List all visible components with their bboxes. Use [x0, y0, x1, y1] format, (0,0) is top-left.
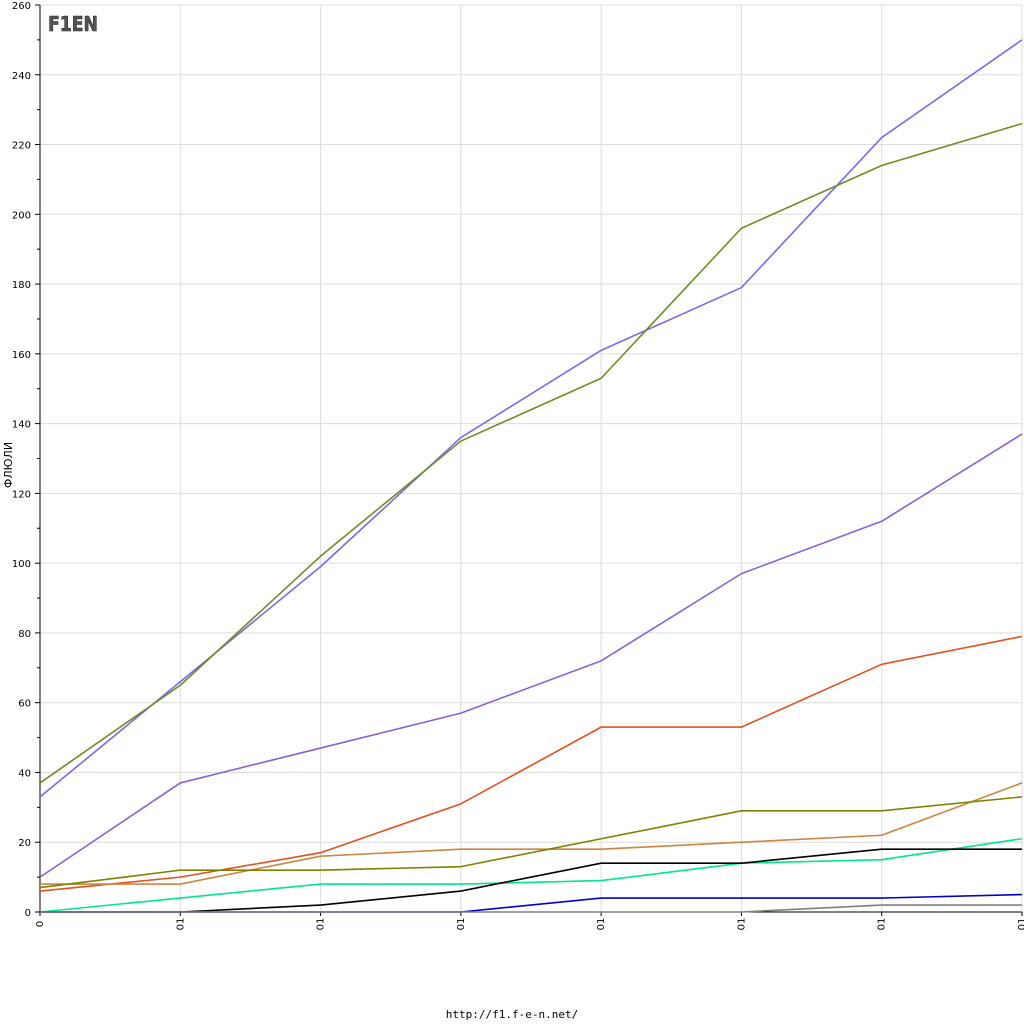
x-tick-label: 01	[316, 918, 327, 931]
series-line-1	[39, 39, 1023, 798]
y-tick-label: 140	[12, 420, 31, 431]
x-tick-label: 01	[736, 918, 747, 931]
x-tick-label: 01	[877, 918, 888, 931]
axes	[39, 5, 1022, 913]
y-tick-label: 260	[12, 1, 31, 12]
logo-text: F1EN	[48, 12, 98, 36]
y-tick-label: 220	[12, 141, 31, 152]
series-line-6	[39, 796, 1023, 889]
y-tick-label: 160	[12, 350, 31, 361]
x-tick-label: 01	[456, 918, 467, 931]
series-line-4	[39, 635, 1023, 892]
y-tick-label: 20	[18, 838, 31, 849]
series-line-8	[40, 848, 1022, 913]
grid-lines	[40, 4, 1023, 912]
x-tick-label: 01	[596, 918, 607, 931]
y-tick-label: 40	[18, 768, 31, 779]
y-tick-label: 240	[12, 71, 31, 82]
x-tick-label: 01	[175, 918, 186, 931]
y-axis-title: ФЛЮЛИ	[2, 442, 15, 488]
series-line-3	[39, 433, 1023, 878]
y-tick-label: 100	[12, 559, 31, 570]
logo: F1EN	[48, 8, 98, 36]
y-axis-ticks: 0 20 40 60 80 100 120 140 160 180 200 220 240 260	[12, 1, 40, 919]
x-axis-ticks: 0 01 01 01 01 01 01 01	[35, 912, 1024, 930]
x-tick-label: 0	[35, 921, 46, 927]
y-tick-label: 0	[25, 908, 31, 919]
y-tick-label: 80	[18, 629, 31, 640]
y-tick-label: 180	[12, 280, 31, 291]
series-line-10	[40, 904, 1022, 913]
series-line-2	[39, 122, 1023, 784]
x-tick-label: 01	[1017, 918, 1024, 931]
series-line-5	[40, 782, 1023, 885]
series-line-7	[39, 837, 1023, 913]
footer-url: http://f1.f-e-n.net/	[446, 1008, 578, 1021]
y-tick-label: 200	[12, 210, 31, 221]
series-lines	[39, 39, 1023, 913]
y-tick-label: 60	[18, 699, 31, 710]
y-tick-label: 120	[12, 489, 31, 500]
